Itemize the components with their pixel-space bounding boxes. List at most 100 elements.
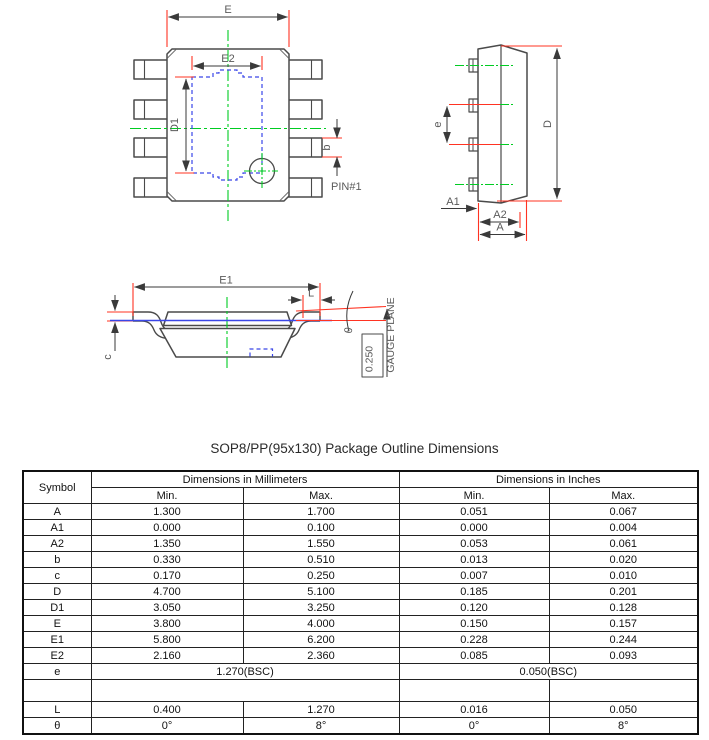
label-pin1: PIN#1 — [331, 181, 362, 193]
cell-symbol: A — [22, 503, 92, 520]
front-leads — [132, 311, 321, 340]
label-A: A — [496, 222, 504, 234]
cell-mm-max: 1.550 — [242, 535, 400, 552]
cell-symbol: D1 — [22, 599, 92, 616]
label-gauge-plane: GAUGE PLANE — [385, 297, 397, 372]
label-A2: A2 — [493, 209, 506, 221]
cell-in-min: 0.053 — [398, 535, 550, 552]
table-row-spacer — [22, 679, 699, 702]
cell-in-min: 0.228 — [398, 631, 550, 648]
cell-in-max: 0.157 — [548, 615, 699, 632]
cell-mm-min: 3.050 — [90, 599, 244, 616]
body-corner-chamfers — [167, 49, 289, 201]
header-mm: Dimensions in Millimeters — [90, 470, 400, 488]
label-c: c — [102, 354, 114, 360]
dim-A1: A1 — [441, 196, 478, 213]
cell-symbol — [22, 679, 92, 702]
top-view: E E2 D1 b PIN#1 — [130, 4, 362, 222]
cell-in-max: 0.010 — [548, 567, 699, 584]
exposed-pad-outline — [191, 69, 263, 181]
table-row: E2 2.160 2.360 0.085 0.093 — [22, 647, 699, 664]
table-subheader-row: Min. Max. Min. Max. — [23, 487, 699, 504]
table-row: c 0.170 0.250 0.007 0.010 — [22, 567, 699, 584]
gauge-offset-box — [361, 333, 384, 378]
table-row: b 0.330 0.510 0.013 0.020 — [22, 551, 699, 568]
cell-in-max: 0.004 — [548, 519, 699, 536]
cell-mm-max: 0.250 — [242, 567, 400, 584]
label-b: b — [321, 144, 333, 150]
label-e: e — [432, 121, 444, 127]
cell-in-max: 0.128 — [548, 599, 699, 616]
pin1-crosshair — [244, 153, 278, 188]
cell-mm-min: 1.350 — [90, 535, 244, 552]
gauge-plane-callout: 0.250 GAUGE PLANE — [361, 297, 397, 378]
cell-symbol: L — [22, 701, 92, 718]
cell-in-min: 0.150 — [398, 615, 550, 632]
cell-mm-min: 0.400 — [90, 701, 244, 718]
cell-in-min: 0.085 — [398, 647, 550, 664]
cell-symbol: c — [22, 567, 92, 584]
dim-D1: D1 — [169, 76, 194, 174]
cell-mm-max: 3.250 — [242, 599, 400, 616]
header-in-min: Min. — [398, 487, 550, 504]
dim-c: c — [102, 295, 133, 360]
cell-symbol: E1 — [22, 631, 92, 648]
table-row: E1 5.800 6.200 0.228 0.244 — [22, 631, 699, 648]
header-mm-max: Max. — [242, 487, 400, 504]
cell-in-max: 0.061 — [548, 535, 699, 552]
dim-L: L — [288, 288, 335, 318]
cell-in-min: 0° — [398, 717, 550, 735]
table-row: D 4.700 5.100 0.185 0.201 — [22, 583, 699, 600]
cell-symbol: D — [22, 583, 92, 600]
cell-in-max: 0.093 — [548, 647, 699, 664]
cell-in-min: 0.016 — [398, 701, 550, 718]
table-row: A 1.300 1.700 0.051 0.067 — [22, 503, 699, 520]
cell-mm-max: 5.100 — [242, 583, 400, 600]
cell-mm-min: 0.170 — [90, 567, 244, 584]
dim-E: E — [166, 4, 290, 47]
table-row: A2 1.350 1.550 0.053 0.061 — [22, 535, 699, 552]
table-row-e: e 1.270(BSC) 0.050(BSC) — [22, 663, 699, 680]
cell-mm-min: 2.160 — [90, 647, 244, 664]
label-E: E — [224, 4, 231, 16]
cell-in-max: 0.244 — [548, 631, 699, 648]
cell-in-max: 0.050 — [548, 701, 699, 718]
label-A1: A1 — [446, 196, 459, 208]
table-header-row: Symbol Dimensions in Millimeters Dimensi… — [22, 470, 699, 504]
front-pad-hidden-line — [249, 348, 274, 357]
label-theta: θ — [343, 326, 356, 334]
dim-extension-lines-A — [477, 200, 528, 241]
cell-mm-min: 3.800 — [90, 615, 244, 632]
cell-in-min: 0.013 — [398, 551, 550, 568]
table-row: L 0.400 1.270 0.016 0.050 — [22, 701, 699, 718]
dim-E2: E2 — [191, 53, 263, 70]
cell-mm-min: 0° — [90, 717, 244, 735]
label-E1: E1 — [219, 275, 232, 287]
page-title: SOP8/PP(95x130) Package Outline Dimensio… — [210, 441, 499, 456]
dimensions-table: Symbol Dimensions in Millimeters Dimensi… — [22, 470, 700, 735]
cell-mm-min: 1.300 — [90, 503, 244, 520]
cell-symbol: A2 — [22, 535, 92, 552]
table-row: θ 0° 8° 0° 8° — [22, 717, 699, 735]
side-view: e D A1 A2 A — [432, 44, 562, 241]
table-row: A1 0.000 0.100 0.000 0.004 — [22, 519, 699, 536]
front-view: E1 L c θ 0.250 GAUGE PL — [102, 275, 397, 378]
cell-mm-max: 8° — [242, 717, 400, 735]
label-L: L — [308, 288, 314, 300]
cell-symbol: e — [22, 663, 92, 680]
cell-mm-min: 4.700 — [90, 583, 244, 600]
cell-in-max: 0.201 — [548, 583, 699, 600]
label-E2: E2 — [221, 53, 234, 65]
cell-mm-max: 1.700 — [242, 503, 400, 520]
dim-A: A — [479, 222, 526, 239]
cell-mm-empty — [90, 679, 400, 702]
cell-mm-bsc: 1.270(BSC) — [90, 663, 400, 680]
cell-in-min — [398, 679, 550, 702]
cell-in-min: 0.000 — [398, 519, 550, 536]
header-symbol: Symbol — [22, 470, 92, 504]
cell-in-max — [548, 679, 699, 702]
dim-theta: θ — [295, 290, 387, 335]
label-D: D — [542, 120, 554, 128]
cell-mm-max: 4.000 — [242, 615, 400, 632]
